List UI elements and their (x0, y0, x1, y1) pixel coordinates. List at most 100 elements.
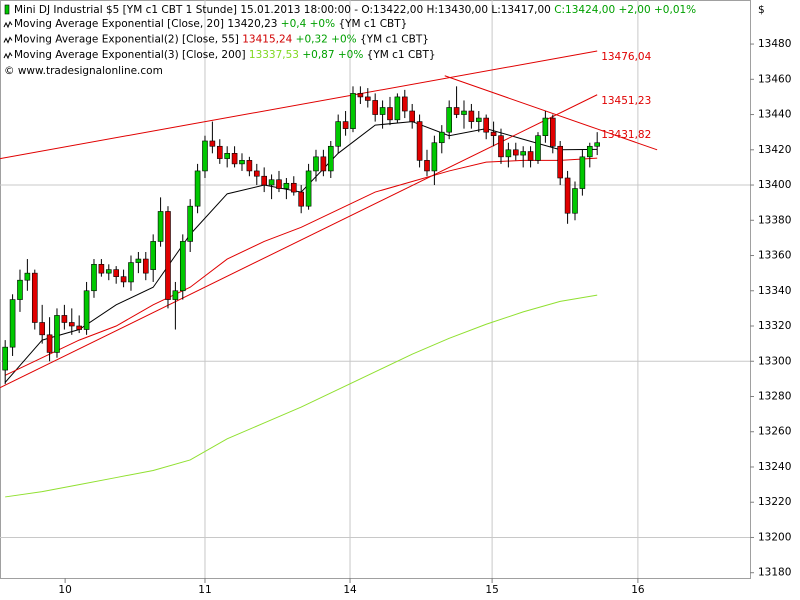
candle-body (342, 121, 349, 129)
candle-body (461, 110, 467, 115)
legend-change: +0,4 +0% (281, 18, 335, 30)
candle-body (39, 322, 45, 336)
y-tick-label: 13440 (758, 109, 791, 121)
candle-body (557, 145, 563, 179)
candle-body (431, 142, 438, 172)
candle-body (91, 264, 97, 292)
candle-body (172, 290, 179, 300)
legend-value: 13420,23 (227, 18, 277, 30)
candle-body (209, 140, 216, 147)
legend-icon (3, 36, 13, 44)
y-tick-label: 13340 (758, 285, 791, 297)
candle-body (120, 276, 127, 283)
candle-body (150, 241, 156, 270)
candle-body (231, 153, 238, 165)
trendline-label: 13476,04 (601, 51, 651, 63)
y-tick-label: 13260 (758, 426, 791, 438)
candle-body (54, 315, 60, 353)
legend-source: {YM c1 CBT} (367, 49, 436, 61)
y-tick-label: 13220 (758, 496, 791, 508)
candle-body (364, 96, 371, 101)
candle-body (424, 160, 430, 172)
candle-body (453, 107, 460, 115)
header-icon (4, 4, 10, 15)
candle-body (31, 272, 38, 323)
candle-body (490, 131, 497, 136)
candle-body (505, 149, 512, 158)
legend-source: {YM c1 CBT} (360, 34, 429, 46)
candle-body (372, 100, 378, 115)
labels: 13180 13200 13220 13240 13260 13280 13300 13320… (3, 4, 791, 596)
candle-body (313, 156, 319, 172)
legend-source: {YM c1 CBT} (338, 18, 407, 30)
candle-body (76, 325, 82, 330)
header-name: Mini DJ Industrial $5 [YM c1 CBT 1 Stund… (14, 4, 551, 16)
candle-body (535, 135, 541, 161)
candle-body (157, 211, 164, 242)
legend-value: 13415,24 (242, 34, 292, 46)
candle-body (483, 117, 489, 133)
candle-body (387, 107, 393, 121)
candle-body (187, 205, 193, 242)
y-tick-label: 13460 (758, 73, 791, 85)
candle-body (179, 241, 186, 292)
x-tick-label: 15 (485, 584, 498, 596)
candle-body (549, 117, 556, 147)
legend-name: Moving Average Exponential [Close, 20] (14, 18, 224, 30)
candle-body (446, 107, 452, 133)
candle-body (520, 151, 526, 156)
candle-body (283, 182, 290, 189)
candle-body (194, 170, 201, 207)
legend-icon (3, 51, 13, 60)
header: Mini DJ Industrial $5 [YM c1 CBT 1 Stund… (14, 4, 696, 16)
candle-body (401, 96, 408, 112)
candle-body (298, 191, 304, 207)
candle-body (350, 93, 356, 129)
candle-body (305, 170, 312, 207)
candle-body (9, 299, 16, 348)
y-tick-label: 13240 (758, 461, 791, 473)
candle-body (253, 170, 260, 177)
legend-name: Moving Average Exponential(3) [Close, 20… (14, 49, 246, 61)
candle-body (498, 135, 504, 158)
candle-body (512, 149, 519, 156)
marks (0, 50, 658, 498)
y-tick-label: 13280 (758, 390, 791, 402)
y-tick-label: 13380 (758, 214, 791, 226)
legend-name: Moving Average Exponential(2) [Close, 55… (14, 34, 239, 46)
candle-body (142, 258, 149, 274)
trendline-label: 13431,82 (601, 129, 651, 141)
y-tick-label: 13360 (758, 250, 791, 262)
candle-body (527, 151, 534, 161)
candle-body (290, 182, 297, 193)
candle-body (394, 96, 401, 121)
candle-body (24, 272, 31, 281)
candle-body (276, 179, 282, 189)
candle-body (416, 121, 423, 161)
trendline-label: 13451,23 (601, 95, 651, 107)
x-tick-label: 14 (343, 584, 357, 596)
candle-body (239, 160, 245, 165)
candle-body (475, 117, 482, 122)
legend-change: +0,87 +0% (302, 49, 363, 61)
candle-body (468, 110, 475, 122)
y-tick-label: 13320 (758, 320, 791, 332)
copyright: © www.tradesignalonline.com (4, 65, 163, 77)
candle-body (246, 160, 253, 172)
candle-body (379, 107, 386, 115)
candle-body (2, 346, 8, 371)
candle-body (202, 140, 208, 172)
trendline (444, 75, 658, 151)
candle-body (594, 142, 600, 147)
candle-body (409, 110, 415, 122)
candle-body (268, 179, 275, 186)
candle-body (438, 131, 445, 144)
candle-body (572, 188, 578, 214)
candle-body (542, 117, 549, 136)
candle-body (128, 262, 134, 283)
candle-body (335, 121, 341, 147)
candle-body (564, 177, 571, 214)
legend-value: 13337,53 (249, 49, 299, 61)
candle-body (105, 269, 112, 274)
